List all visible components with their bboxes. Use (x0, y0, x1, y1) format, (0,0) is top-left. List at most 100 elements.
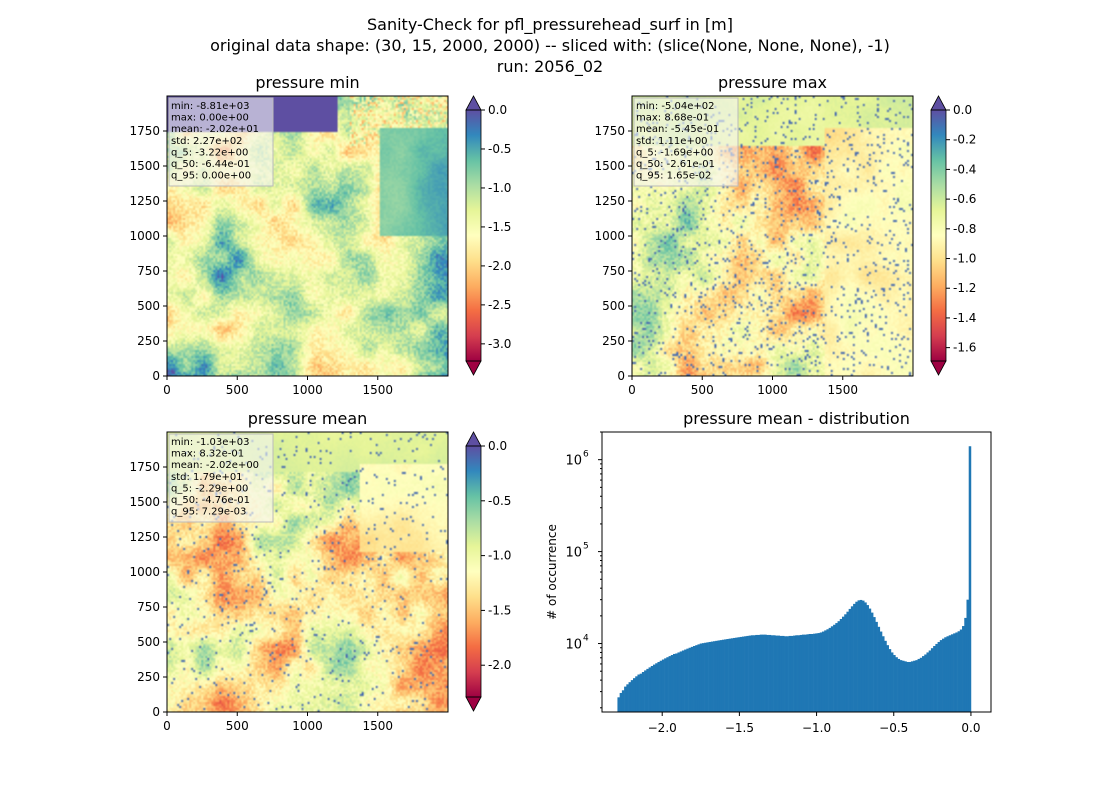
panel-mean-x-tick-label-0: 0 (163, 719, 171, 733)
distribution-bar-80 (795, 635, 798, 712)
panel-min-colorbar-tick-label-5: -2.5 (488, 298, 511, 312)
distribution-bar-20 (661, 659, 665, 712)
distribution-bar-77 (788, 635, 792, 712)
panel-mean-colorbar-tick-label-3: -1.5 (488, 603, 511, 617)
distribution-bar-92 (821, 631, 825, 712)
panel-distribution-histogram: pressure mean - distribution −2.0 −1.5 −1.0… (545, 409, 992, 735)
panel-max-colorbar-bar (931, 110, 946, 361)
distribution-title: pressure mean - distribution (683, 409, 910, 428)
distribution-bar-125 (895, 657, 898, 712)
panel-max-colorbar-tick-label-4: -0.8 (953, 222, 976, 236)
panel-max-stats-line-6: q_95: 1.65e-02 (636, 171, 711, 182)
panel-min-colorbar-extend-top (465, 95, 482, 111)
panel-min-title: pressure min (255, 73, 359, 92)
panel-mean-y-tick-label-0: 0 (152, 705, 160, 719)
panel-max-stats-line-3: std: 1.11e+00 (636, 136, 708, 147)
distribution-bar-42 (710, 641, 714, 712)
distribution-bar-89 (815, 633, 818, 712)
distribution-bar-99 (837, 621, 841, 712)
distribution-bar-38 (701, 643, 705, 712)
panel-mean-colorbar-tick-label-4: -2.0 (488, 658, 511, 672)
distribution-bar-128 (902, 660, 905, 712)
distribution-bar-2 (621, 690, 625, 712)
distribution-bar-16 (653, 664, 656, 712)
distribution-bar-106 (853, 603, 856, 712)
panel-mean-colorbar: 0.0 -0.5 -1.0 -1.5 -2.0 (465, 431, 511, 712)
distribution-bar-70 (773, 635, 776, 712)
distribution-bar-4 (626, 684, 629, 712)
panel-max-y-tick-label-1: 250 (602, 334, 625, 348)
distribution-bar-94 (826, 629, 829, 712)
distribution-bar-84 (804, 634, 807, 712)
distribution-bar-135 (917, 658, 921, 712)
panel-mean-y-tick-label-5: 1250 (129, 530, 160, 544)
panel-max-stats-line-2: mean: -5.45e-01 (636, 124, 719, 135)
panel-min-x-tick-label-1: 500 (226, 383, 249, 397)
panel-min-x-tick-label-2: 1000 (292, 383, 323, 397)
distribution-bar-105 (850, 606, 854, 712)
panel-mean-x-tick-label-3: 1500 (362, 719, 393, 733)
distribution-bar-49 (726, 639, 729, 712)
distribution-bar-139 (926, 652, 929, 712)
distribution-bar-41 (708, 641, 712, 712)
distribution-bar-155 (962, 626, 965, 712)
distribution-bar-58 (746, 635, 749, 712)
distribution-bar-13 (646, 668, 649, 712)
panel-max-colorbar-tick-label-8: -1.6 (953, 341, 976, 355)
distribution-bar-145 (939, 640, 943, 712)
distribution-bar-158 (968, 446, 972, 712)
distribution-bar-30 (684, 649, 687, 712)
panel-min-stats-line-6: q_95: 0.00e+00 (171, 171, 251, 182)
distribution-bar-119 (882, 636, 885, 712)
distribution-bar-88 (813, 633, 816, 712)
panel-max-y-tick-label-0: 0 (617, 369, 625, 383)
panel-mean-stats-line-1: max: 8.32e-01 (171, 449, 244, 460)
distribution-bar-46 (719, 640, 723, 712)
panel-max-colorbar-extend-top (930, 95, 947, 111)
panel-max-colorbar-extend-bottom (930, 360, 947, 376)
panel-mean-colorbar-tick-label-0: 0.0 (488, 439, 507, 453)
panel-max-y-tick-label-6: 1500 (594, 159, 625, 173)
distribution-bar-140 (928, 650, 932, 712)
distribution-bar-82 (799, 634, 803, 712)
distribution-bar-113 (868, 608, 872, 712)
distribution-bar-137 (922, 656, 925, 712)
panel-min-heatmap: pressure min 0 500 1000 1500 0 250 500 750 1000 12… (129, 73, 511, 397)
distribution-bar-100 (839, 618, 843, 712)
panel-min-colorbar-frame (465, 109, 482, 362)
distribution-bar-23 (668, 656, 672, 712)
panel-mean-x-tick-label-1: 500 (226, 719, 249, 733)
distribution-bar-61 (753, 635, 756, 712)
panel-max-title: pressure max (718, 73, 827, 92)
distribution-bar-142 (933, 646, 936, 712)
distribution-bar-12 (644, 670, 647, 712)
distribution-bar-52 (733, 637, 736, 712)
distribution-bar-19 (659, 660, 663, 712)
panel-min-colorbar-tick-label-3: -1.5 (488, 220, 511, 234)
distribution-bar-62 (755, 634, 758, 712)
panel-min-colorbar-tick-label-0: 0.0 (488, 103, 507, 117)
distribution-bar-44 (715, 640, 718, 712)
distribution-bar-154 (959, 629, 963, 712)
distribution-bar-56 (741, 636, 745, 712)
distribution-bar-29 (681, 650, 685, 712)
panel-min-y-tick-label-7: 1750 (129, 124, 160, 138)
distribution-bar-134 (915, 660, 918, 712)
distribution-bar-28 (679, 651, 683, 712)
distribution-bar-43 (713, 641, 716, 712)
distribution-bar-47 (721, 639, 725, 712)
distribution-bar-127 (899, 660, 903, 712)
distribution-bar-68 (768, 634, 772, 712)
distribution-bar-108 (857, 600, 861, 712)
distribution-bar-83 (801, 634, 805, 712)
panel-min-y-tick-label-4: 1000 (129, 229, 160, 243)
distribution-bar-8 (635, 676, 638, 712)
distribution-y-tick-exponent-1: 5 (583, 542, 589, 552)
distribution-y-tick-exponent-0: 4 (583, 634, 589, 644)
distribution-bar-3 (624, 686, 627, 712)
distribution-bar-0 (617, 697, 620, 712)
distribution-bar-9 (637, 674, 640, 712)
panel-mean-y-tick-label-7: 1750 (129, 460, 160, 474)
